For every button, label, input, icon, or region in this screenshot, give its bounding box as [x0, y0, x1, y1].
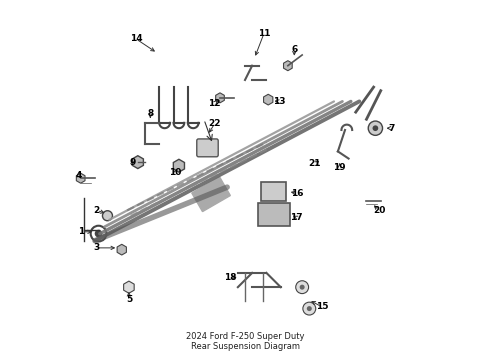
Text: 5: 5: [126, 295, 132, 304]
Circle shape: [300, 285, 305, 290]
FancyBboxPatch shape: [197, 139, 218, 157]
Text: 6: 6: [291, 45, 297, 54]
FancyBboxPatch shape: [261, 182, 286, 202]
Circle shape: [307, 306, 312, 311]
Text: 8: 8: [147, 109, 153, 118]
Text: 16: 16: [291, 189, 303, 198]
Text: 11: 11: [258, 29, 270, 38]
Circle shape: [368, 121, 383, 135]
Text: 14: 14: [130, 35, 143, 44]
Text: 19: 19: [333, 163, 346, 172]
FancyBboxPatch shape: [258, 203, 290, 226]
Text: 15: 15: [316, 302, 328, 311]
Text: 18: 18: [224, 273, 237, 282]
Text: 20: 20: [373, 206, 385, 215]
Text: 10: 10: [169, 168, 181, 177]
Circle shape: [372, 125, 378, 131]
Text: 17: 17: [291, 213, 303, 222]
Text: 7: 7: [388, 124, 394, 133]
Circle shape: [303, 302, 316, 315]
Text: 2: 2: [94, 206, 100, 215]
Circle shape: [102, 211, 113, 221]
Text: 22: 22: [208, 119, 221, 128]
Text: 12: 12: [208, 99, 221, 108]
Text: 4: 4: [75, 171, 82, 180]
Text: 21: 21: [308, 159, 321, 168]
Text: 13: 13: [273, 97, 285, 106]
Text: 9: 9: [129, 158, 136, 167]
Circle shape: [96, 230, 102, 237]
Bar: [192, 177, 230, 212]
Text: 1: 1: [78, 227, 84, 236]
Text: 2024 Ford F-250 Super Duty
Rear Suspension Diagram: 2024 Ford F-250 Super Duty Rear Suspensi…: [186, 332, 304, 351]
Text: 3: 3: [94, 243, 100, 252]
Circle shape: [296, 281, 309, 294]
